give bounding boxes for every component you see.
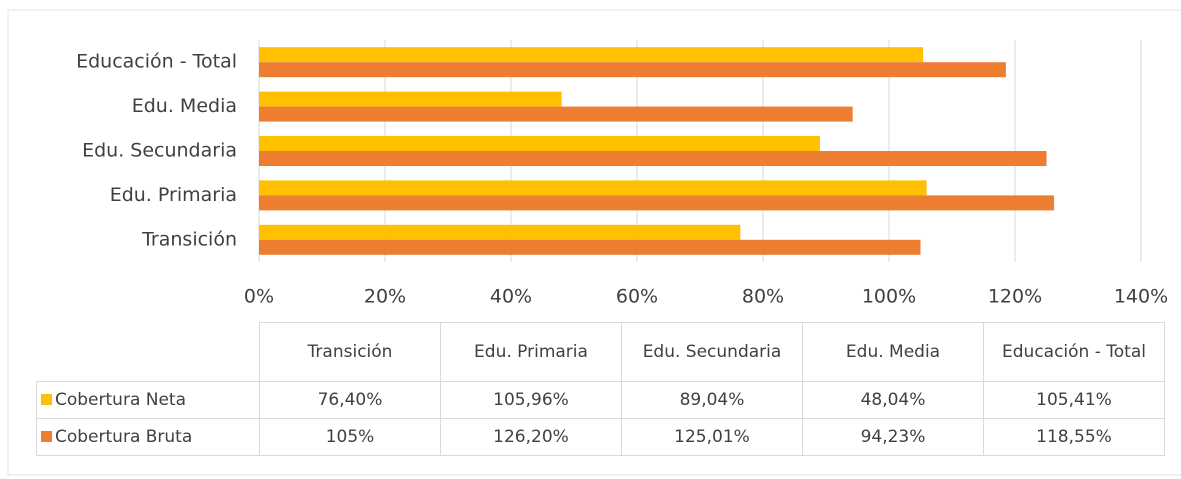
x-tick-label: 40% bbox=[490, 286, 532, 308]
table-value: 125,01% bbox=[621, 418, 803, 456]
table-value: 126,20% bbox=[440, 418, 622, 456]
legend-label: Cobertura Neta bbox=[55, 390, 187, 410]
y-tick-label: Edu. Secundaria bbox=[82, 140, 237, 162]
y-tick-label: Edu. Primaria bbox=[110, 184, 237, 206]
bar bbox=[259, 106, 853, 122]
table-row: Cobertura Neta 76,40% 105,96% 89,04% 48,04% 1… bbox=[36, 381, 1165, 419]
legend-swatch bbox=[41, 394, 52, 405]
table-row: Cobertura Bruta 105% 126,20% 125,01% 94,23% 1… bbox=[36, 418, 1165, 456]
table-value: 89,04% bbox=[621, 381, 803, 419]
table-header-row: Transición Edu. Primaria Edu. Secundaria Ed… bbox=[36, 322, 1165, 382]
table-header: Transición bbox=[259, 322, 441, 382]
x-tick-label: 80% bbox=[742, 286, 784, 308]
y-tick-label: Transición bbox=[141, 228, 237, 250]
x-tick-label: 20% bbox=[364, 286, 406, 308]
bar bbox=[259, 47, 924, 63]
legend-entry: Cobertura Bruta bbox=[36, 418, 260, 456]
y-tick-label: Educación - Total bbox=[76, 51, 237, 73]
table-value: 118,55% bbox=[983, 418, 1165, 456]
bar bbox=[259, 136, 820, 151]
x-tick-label: 60% bbox=[616, 286, 658, 308]
bar bbox=[259, 239, 921, 255]
bar bbox=[259, 62, 1006, 78]
table-value: 48,04% bbox=[802, 381, 984, 419]
data-table: Transición Edu. Primaria Edu. Secundaria Ed… bbox=[36, 322, 1165, 456]
table-value: 76,40% bbox=[259, 381, 441, 419]
chart-border bbox=[7, 9, 1181, 476]
table-value: 105,41% bbox=[983, 381, 1165, 419]
legend-swatch bbox=[41, 431, 52, 442]
bar bbox=[259, 91, 562, 107]
table-header: Educación - Total bbox=[983, 322, 1165, 382]
table-header: Edu. Media bbox=[802, 322, 984, 382]
legend-entry: Cobertura Neta bbox=[36, 381, 260, 419]
table-header: Edu. Secundaria bbox=[621, 322, 803, 382]
table-header: Edu. Primaria bbox=[440, 322, 622, 382]
table-value: 105% bbox=[259, 418, 441, 456]
bar bbox=[259, 224, 741, 240]
bar bbox=[259, 195, 1055, 211]
table-value: 105,96% bbox=[440, 381, 622, 419]
bar bbox=[259, 180, 927, 196]
x-tick-label: 140% bbox=[1114, 286, 1168, 308]
y-tick-label: Edu. Media bbox=[132, 95, 237, 117]
table-value: 94,23% bbox=[802, 418, 984, 456]
table-corner bbox=[36, 322, 260, 382]
x-tick-label: 100% bbox=[862, 286, 916, 308]
x-tick-label: 120% bbox=[988, 286, 1042, 308]
x-tick-label: 0% bbox=[244, 286, 274, 308]
bar bbox=[259, 151, 1047, 166]
legend-label: Cobertura Bruta bbox=[55, 427, 193, 447]
